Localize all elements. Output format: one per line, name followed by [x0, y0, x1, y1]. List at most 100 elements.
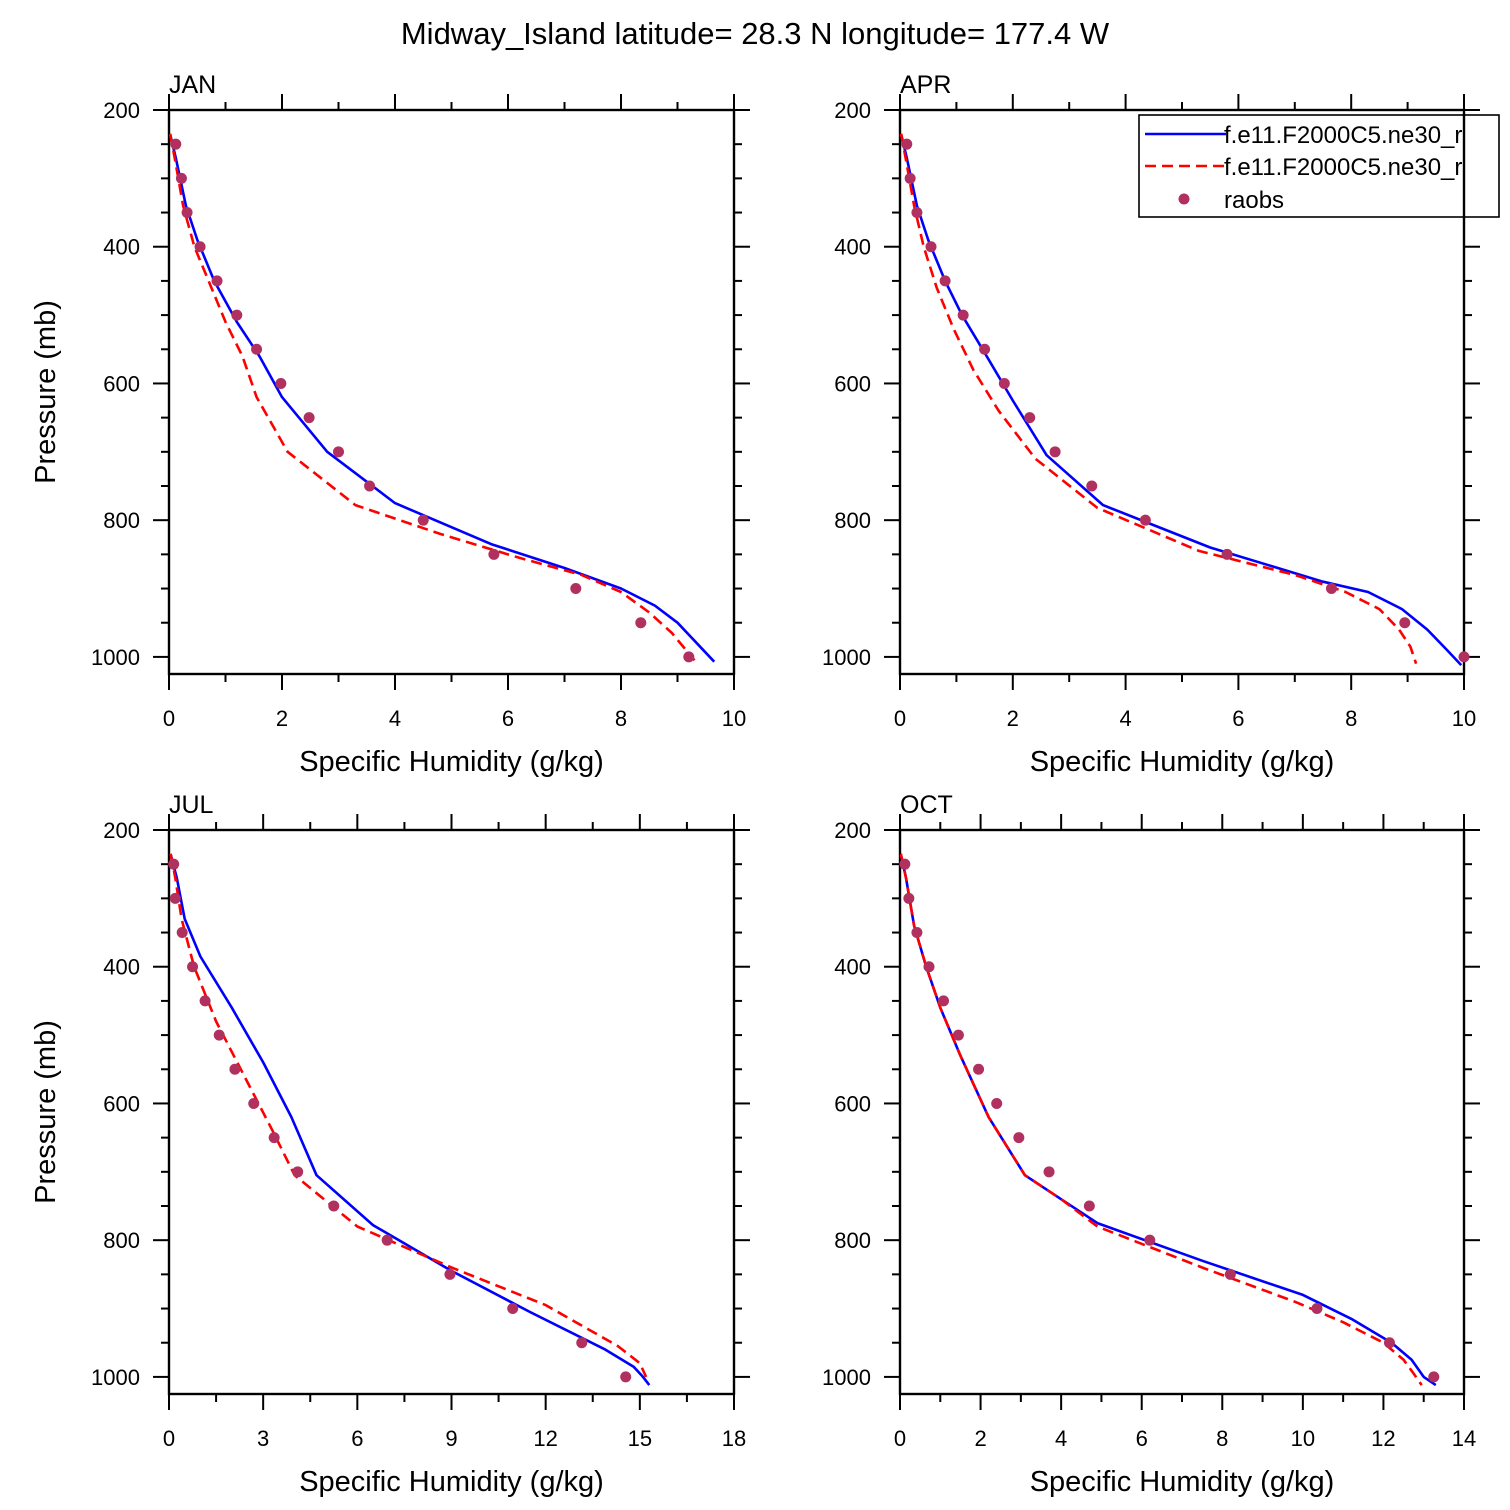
raobs-point — [901, 138, 913, 150]
raobs-point — [181, 207, 193, 219]
y-tick-label: 600 — [834, 371, 871, 396]
x-tick-label: 2 — [974, 1426, 986, 1451]
panel-title: JAN — [169, 71, 216, 99]
raobs-point — [911, 207, 923, 219]
x-tick-label: 8 — [615, 706, 627, 731]
x-axis-label: Specific Humidity (g/kg) — [299, 746, 604, 778]
raobs-point — [1083, 1200, 1095, 1212]
raobs-point — [333, 446, 344, 458]
raobs-point — [923, 961, 935, 973]
panel-title: JUL — [169, 791, 214, 819]
y-tick-label: 800 — [834, 508, 871, 533]
raobs-point — [175, 172, 187, 184]
x-tick-label: 6 — [502, 706, 514, 731]
series-line-dashed — [169, 853, 648, 1378]
x-axis-label: Specific Humidity (g/kg) — [299, 1466, 604, 1498]
y-tick-label: 800 — [103, 1228, 140, 1253]
raobs-point — [194, 241, 206, 253]
y-tick-label: 400 — [834, 235, 871, 260]
x-tick-label: 10 — [1291, 1426, 1315, 1451]
x-tick-label: 18 — [722, 1426, 746, 1451]
raobs-point — [1325, 583, 1337, 595]
x-tick-label: 0 — [163, 1426, 175, 1451]
raobs-point — [1221, 548, 1233, 560]
panel-title: APR — [900, 71, 951, 99]
y-tick-label: 1000 — [91, 1365, 140, 1390]
raobs-point — [899, 858, 911, 870]
y-tick-label: 200 — [103, 98, 140, 123]
raobs-point — [170, 138, 182, 150]
raobs-point — [979, 343, 991, 355]
raobs-point — [231, 309, 243, 321]
x-tick-label: 2 — [276, 706, 288, 731]
x-tick-label: 4 — [389, 706, 401, 731]
x-axis-label: Specific Humidity (g/kg) — [1030, 746, 1335, 778]
x-tick-label: 15 — [628, 1426, 652, 1451]
raobs-point — [1013, 1132, 1025, 1144]
raobs-point — [957, 309, 969, 321]
x-tick-label: 4 — [1055, 1426, 1067, 1451]
plot-frame — [167, 828, 736, 1396]
raobs-point — [1043, 1166, 1055, 1178]
legend-marker-raobs — [1178, 193, 1190, 205]
x-tick-label: 12 — [1371, 1426, 1395, 1451]
panel-apr: APR 0 2 4 6 8 10 200 400 600 800 1000 Specific Humid… — [822, 71, 1480, 778]
y-tick-label: 200 — [834, 818, 871, 843]
raobs-point — [998, 377, 1010, 389]
raobs-point — [973, 1063, 985, 1075]
raobs-point — [251, 343, 263, 355]
panel-oct: OCT 0 2 4 6 8 10 12 14 200 400 600 800 1000 Specific H… — [822, 791, 1480, 1498]
raobs-point — [1383, 1337, 1395, 1349]
plot-area — [900, 853, 1437, 1387]
raobs-point — [620, 1371, 632, 1383]
figure-title: Midway_Island latitude= 28.3 N longitude… — [401, 16, 1110, 51]
raobs-point — [1311, 1303, 1323, 1315]
raobs-point — [683, 651, 695, 663]
x-tick-label: 6 — [1136, 1426, 1148, 1451]
raobs-point — [576, 1337, 588, 1349]
panel-jul: JUL 0 3 6 9 12 15 18 200 400 600 800 1000 Specific Hu… — [30, 791, 750, 1498]
x-tick-label: 8 — [1216, 1426, 1228, 1451]
raobs-point — [364, 480, 376, 492]
x-tick-label: 0 — [163, 706, 175, 731]
raobs-point — [1224, 1268, 1236, 1280]
x-tick-label: 9 — [445, 1426, 457, 1451]
raobs-point — [1024, 412, 1036, 424]
y-tick-label: 400 — [103, 235, 140, 260]
legend-label: f.e11.F2000C5.ne30_r — [1224, 122, 1462, 149]
x-tick-label: 8 — [1345, 706, 1357, 731]
raobs-point — [169, 892, 181, 904]
series-line-solid — [900, 133, 1463, 666]
x-tick-label: 0 — [894, 706, 906, 731]
plot-area — [900, 133, 1463, 666]
series-line-solid — [900, 853, 1437, 1387]
legend-box: f.e11.F2000C5.ne30_r f.e11.F2000C5.ne30_r… — [1138, 114, 1500, 218]
y-tick-label: 400 — [834, 955, 871, 980]
raobs-point — [229, 1063, 241, 1075]
raobs-point — [938, 995, 950, 1007]
raobs-point — [381, 1234, 393, 1246]
x-tick-label: 0 — [894, 1426, 906, 1451]
y-axis-label: Pressure (mb) — [30, 300, 62, 484]
raobs-point — [199, 995, 211, 1007]
y-axis-label: Pressure (mb) — [30, 1020, 62, 1204]
raobs-point — [911, 927, 923, 939]
panel-jan: JAN 0 2 4 6 8 10 200 400 600 800 1000 Specific Humid… — [30, 71, 750, 778]
legend-label: raobs — [1224, 187, 1284, 214]
x-tick-label: 4 — [1119, 706, 1131, 731]
panel-title: OCT — [900, 791, 953, 819]
raobs-point — [444, 1268, 456, 1280]
raobs-point — [1086, 480, 1098, 492]
x-axis-label: Specific Humidity (g/kg) — [1030, 1466, 1335, 1498]
y-tick-label: 800 — [103, 508, 140, 533]
raobs-point — [211, 275, 223, 287]
raobs-point — [168, 858, 180, 870]
series-line-dashed — [169, 133, 696, 662]
raobs-point — [176, 927, 188, 939]
raobs-point — [570, 583, 582, 595]
raobs-point — [939, 275, 951, 287]
legend: f.e11.F2000C5.ne30_r f.e11.F2000C5.ne30_r… — [1138, 114, 1500, 218]
series-line-solid — [169, 133, 716, 663]
raobs-point — [1428, 1371, 1440, 1383]
